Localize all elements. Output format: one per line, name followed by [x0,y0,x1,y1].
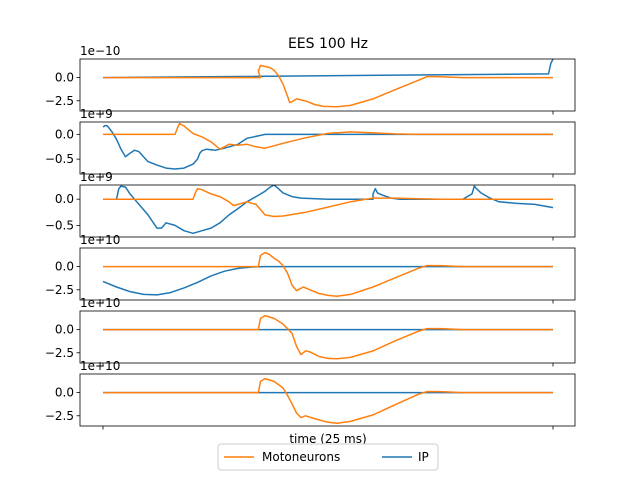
y-tick-label: 0.0 [55,127,74,141]
offset-text: 1e+9 [80,170,113,184]
series-line-motoneurons [103,64,553,108]
series-line-motoneurons [103,251,553,298]
y-tick-label: 0.0 [55,386,74,400]
axes-frame [79,247,576,301]
panel-4: 1e+10 0.0 −2.5 [45,233,576,304]
series-line-ip [102,265,553,296]
y-tick-label: 0.0 [55,71,74,85]
axes-frame [79,310,576,364]
series-line-motoneurons [103,187,553,218]
offset-text: 1e+10 [80,359,120,373]
offset-text: 1e+10 [80,296,120,310]
chart-title: EES 100 Hz [288,36,368,52]
x-axis-label: time (25 ms) [289,432,366,446]
axes-frame [79,58,576,112]
legend-frame [217,443,439,471]
offset-text: 1e+9 [80,107,113,121]
y-tick-label: −2.5 [45,409,74,423]
series-line-ip [103,185,554,235]
legend-label-ip: IP [418,450,429,464]
panels: 1e−10 0.0 −2.5 1e+9 0.0 −0.5 1e+9 0.0 −0.5 1e+10 0… [45,44,576,430]
series-line-motoneurons [103,314,553,360]
series-line-ip [102,124,553,170]
legend: Motoneurons IP [217,443,439,471]
offset-text: 1e−10 [80,44,120,58]
y-tick-label: −2.5 [45,283,74,297]
panel-6: 1e+10 0.0 −2.5 [45,359,576,430]
axes-frame [79,373,576,427]
y-tick-label: 0.0 [55,192,74,206]
offset-text: 1e+10 [80,233,120,247]
series-line-ip [102,59,554,79]
y-tick-label: −0.5 [45,218,74,232]
y-tick-label: −2.5 [45,94,74,108]
panel-3: 1e+9 0.0 −0.5 [45,170,576,241]
axes-frame [79,184,576,238]
series-line-motoneurons [103,122,553,150]
y-tick-label: −2.5 [45,346,74,360]
legend-label-motoneurons: Motoneurons [262,450,340,464]
series-line-motoneurons [103,377,553,424]
panel-2: 1e+9 0.0 −0.5 [45,107,576,178]
y-tick-label: 0.0 [55,323,74,337]
y-tick-label: 0.0 [55,260,74,274]
panel-1: 1e−10 0.0 −2.5 [45,44,576,115]
y-tick-label: −0.5 [45,152,74,166]
panel-5: 1e+10 0.0 −2.5 [45,296,576,367]
axes-frame [79,121,576,175]
